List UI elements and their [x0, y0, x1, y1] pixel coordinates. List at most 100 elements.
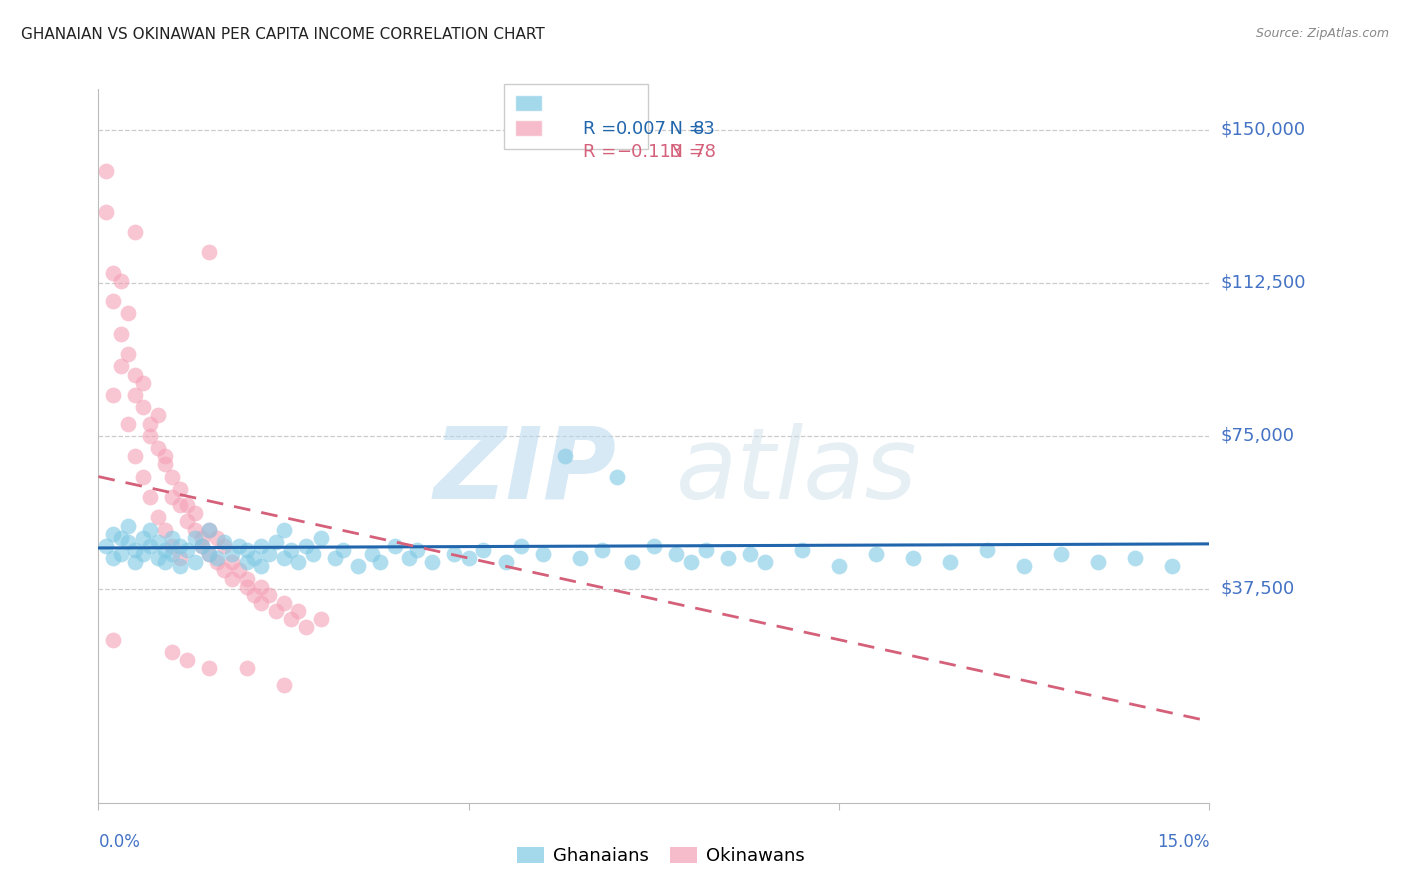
Point — [176, 498, 198, 512]
Point — [250, 559, 273, 574]
Point — [606, 469, 628, 483]
Point — [198, 661, 221, 675]
Point — [398, 551, 420, 566]
Point — [162, 645, 184, 659]
Point — [235, 555, 257, 569]
Point — [132, 547, 155, 561]
Text: 0.0%: 0.0% — [98, 833, 141, 851]
Point — [361, 547, 384, 561]
Point — [214, 534, 236, 549]
Point — [103, 388, 125, 402]
Text: 15.0%: 15.0% — [1157, 833, 1209, 851]
Point — [665, 547, 688, 561]
Point — [790, 543, 813, 558]
Point — [1050, 547, 1073, 561]
Point — [1087, 555, 1109, 569]
Point — [228, 539, 250, 553]
Point — [695, 543, 717, 558]
Point — [257, 547, 280, 561]
Point — [325, 551, 347, 566]
Text: N =: N = — [658, 120, 710, 138]
Point — [294, 620, 316, 634]
Point — [865, 547, 887, 561]
Point — [264, 604, 287, 618]
Point — [531, 547, 554, 561]
Point — [198, 547, 221, 561]
Point — [250, 580, 273, 594]
Point — [243, 588, 266, 602]
Point — [162, 490, 184, 504]
Point — [117, 534, 139, 549]
Point — [124, 555, 146, 569]
Point — [457, 551, 479, 566]
Point — [273, 596, 295, 610]
Text: R =: R = — [583, 120, 623, 138]
Point — [738, 547, 761, 561]
Point — [183, 506, 205, 520]
Point — [162, 469, 184, 483]
Point — [554, 449, 576, 463]
Point — [754, 555, 776, 569]
Point — [146, 551, 169, 566]
Point — [294, 539, 316, 553]
Point — [139, 417, 162, 431]
Point — [139, 490, 162, 504]
Text: 83: 83 — [693, 120, 716, 138]
Point — [153, 543, 176, 558]
Point — [717, 551, 740, 566]
Point — [205, 555, 228, 569]
Point — [405, 543, 427, 558]
Point — [420, 555, 443, 569]
Point — [124, 543, 146, 558]
Point — [124, 449, 146, 463]
Point — [221, 547, 243, 561]
Point — [110, 359, 132, 374]
Point — [591, 543, 613, 558]
Point — [146, 409, 169, 423]
Point — [169, 498, 191, 512]
Point — [183, 531, 205, 545]
Point — [103, 551, 125, 566]
Point — [250, 596, 273, 610]
Point — [1012, 559, 1035, 574]
Point — [346, 559, 368, 574]
Point — [139, 429, 162, 443]
Point — [221, 555, 243, 569]
Point — [132, 531, 155, 545]
Point — [309, 531, 332, 545]
Point — [509, 539, 531, 553]
Point — [146, 441, 169, 455]
Point — [162, 531, 184, 545]
Text: 78: 78 — [693, 143, 716, 161]
Point — [287, 604, 309, 618]
Point — [939, 555, 962, 569]
Point — [198, 523, 221, 537]
Point — [332, 543, 354, 558]
Point — [110, 531, 132, 545]
Text: $112,500: $112,500 — [1220, 274, 1306, 292]
Point — [205, 551, 228, 566]
Text: atlas: atlas — [676, 423, 918, 520]
Point — [191, 531, 214, 545]
Text: R =: R = — [583, 143, 623, 161]
Text: $37,500: $37,500 — [1220, 580, 1295, 598]
Point — [235, 572, 257, 586]
Point — [287, 555, 309, 569]
Point — [198, 245, 221, 260]
Point — [214, 563, 236, 577]
Text: $75,000: $75,000 — [1220, 426, 1295, 445]
Point — [176, 543, 198, 558]
Point — [103, 294, 125, 309]
Point — [139, 523, 162, 537]
Point — [643, 539, 665, 553]
Point — [132, 401, 155, 415]
Point — [243, 551, 266, 566]
Point — [221, 572, 243, 586]
Point — [132, 469, 155, 483]
Point — [384, 539, 406, 553]
Point — [257, 588, 280, 602]
Point — [103, 266, 125, 280]
Point — [176, 653, 198, 667]
Point — [162, 539, 184, 553]
Point — [132, 376, 155, 390]
